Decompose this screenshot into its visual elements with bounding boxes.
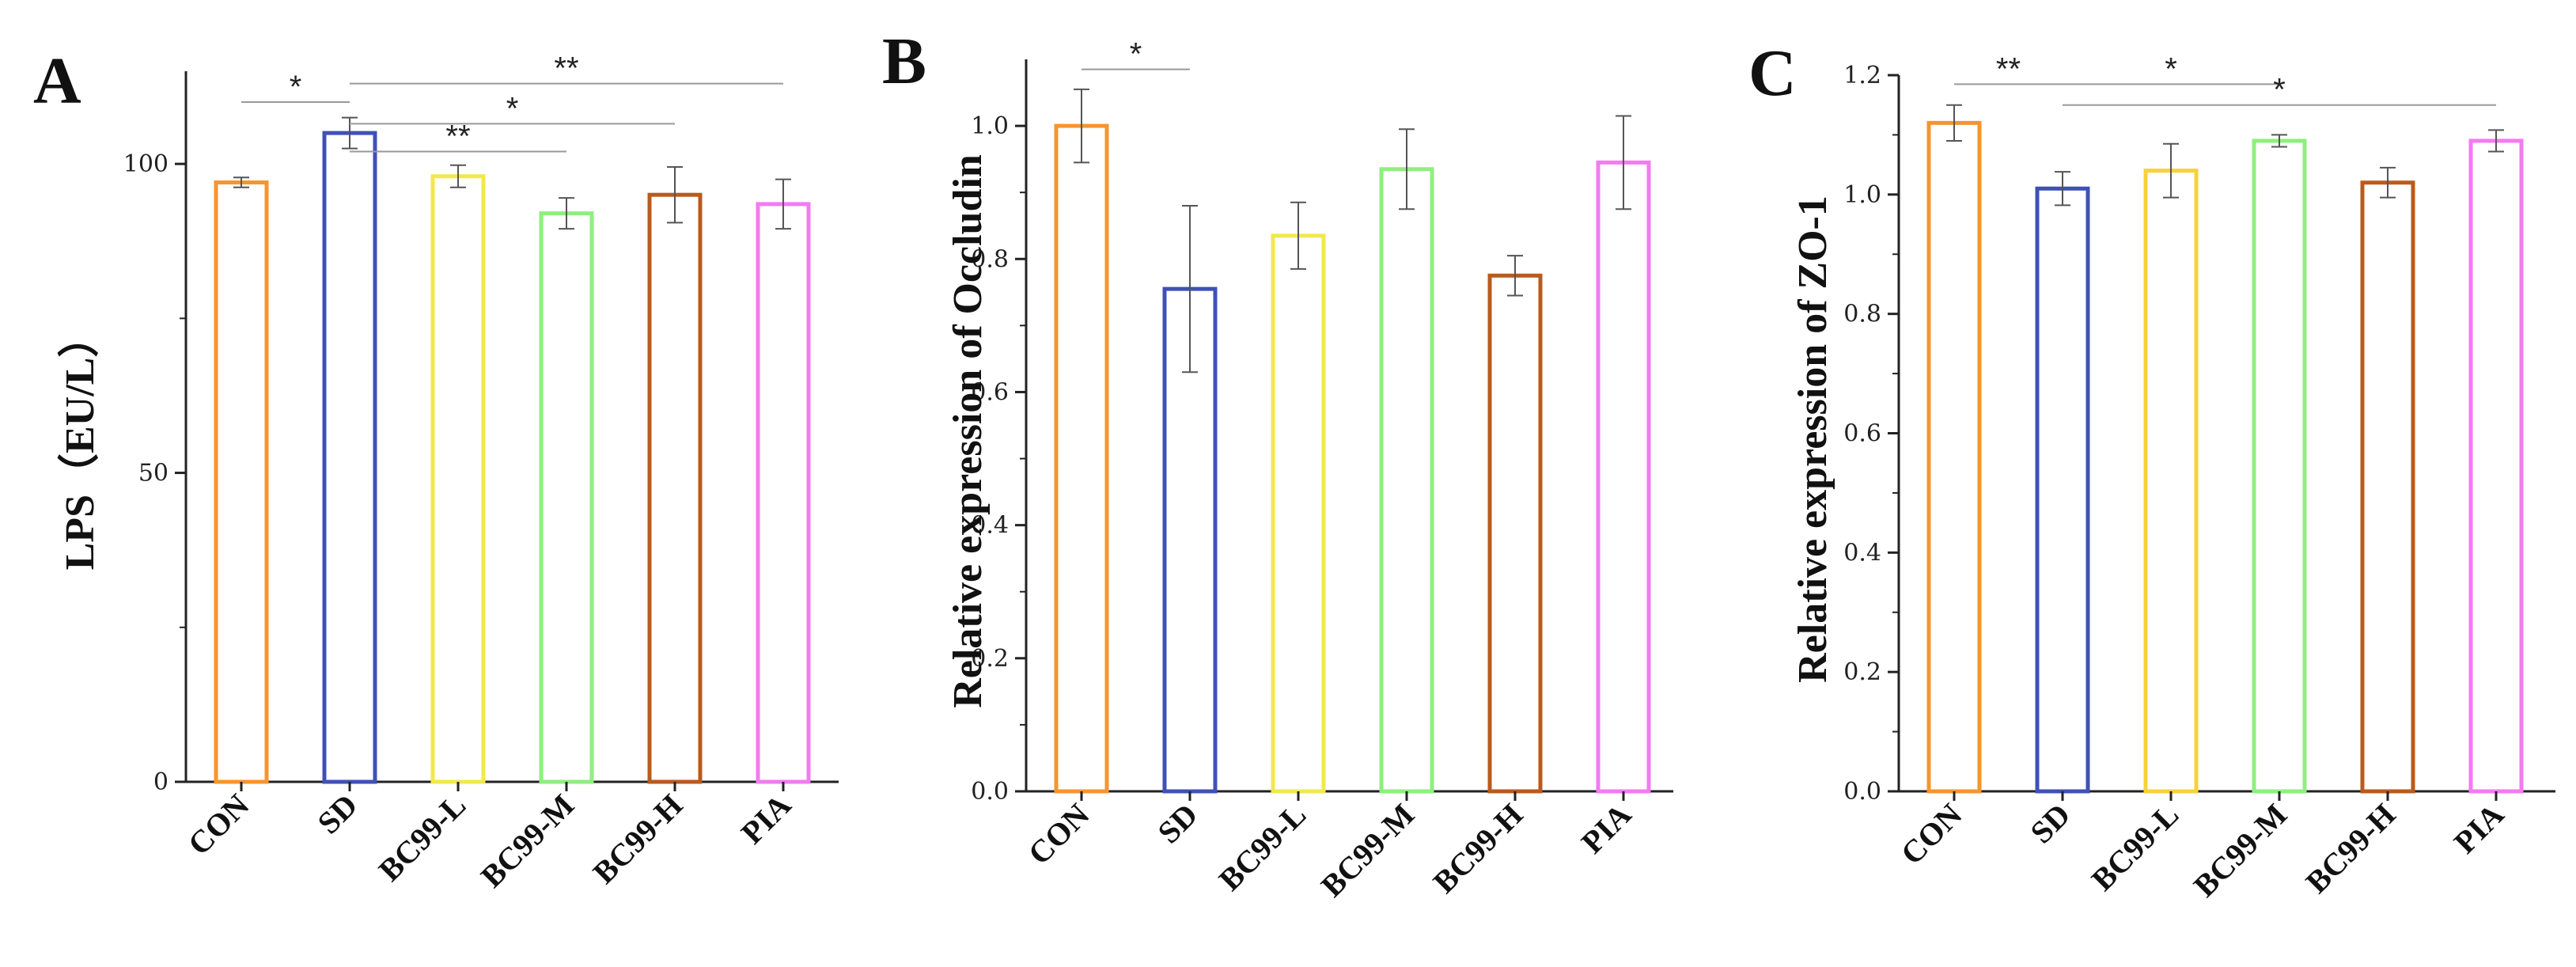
x-tick-label-bc99-m: BC99-M: [474, 787, 581, 895]
bar-pia: [1596, 160, 1651, 794]
significance-label: *: [1130, 37, 1142, 72]
bar-bc99-h: [647, 192, 703, 784]
bar-sd: [322, 131, 377, 784]
x-tick-label-bc99-h: BC99-H: [586, 787, 690, 891]
x-tick-label-bc99-m: BC99-M: [2187, 797, 2294, 904]
y-tick-label: 0.0: [971, 778, 1009, 806]
x-tick-label-sd: SD: [2023, 797, 2077, 851]
significance-label: **: [445, 119, 470, 154]
significance-label: *: [2273, 73, 2286, 108]
y-tick-label: 100: [123, 150, 169, 178]
bar-bc99-l: [430, 174, 486, 784]
y-tick-label: 1.0: [1843, 181, 1881, 209]
bar-bc99-h: [2360, 180, 2415, 794]
significance-label: *: [2165, 51, 2177, 86]
y-tick-label: 0: [153, 768, 169, 796]
bar-bc99-h: [1487, 273, 1543, 794]
x-tick-label-bc99-l: BC99-L: [1212, 797, 1313, 898]
y-tick-label: 0.6: [1843, 420, 1881, 448]
x-tick-label-pia: PIA: [1574, 796, 1638, 860]
y-tick-label: 1.2: [1843, 62, 1881, 89]
y-axis-label: Relative expression of Occludin: [945, 154, 991, 708]
y-tick-label: 0.8: [971, 245, 1009, 273]
y-tick-label: 50: [138, 460, 169, 487]
x-tick-label-sd: SD: [1150, 797, 1204, 851]
y-tick-label: 1.0: [971, 112, 1009, 140]
y-tick-label: 0.2: [1843, 658, 1881, 686]
bar-pia: [2468, 138, 2524, 794]
x-tick-label-pia: PIA: [734, 787, 798, 851]
x-tick-label-pia: PIA: [2447, 796, 2511, 860]
significance-label: *: [290, 70, 302, 104]
bar-bc99-m: [1379, 167, 1434, 794]
significance-label: **: [554, 51, 578, 86]
y-tick-label: 0.2: [971, 645, 1009, 673]
significance-label: *: [506, 91, 519, 126]
y-tick-label: 0.4: [1843, 539, 1881, 567]
x-tick-label-bc99-h: BC99-H: [1426, 797, 1530, 901]
y-tick-label: 0.6: [971, 378, 1009, 406]
x-tick-label-con: CON: [181, 787, 256, 862]
bar-bc99-m: [2252, 138, 2307, 794]
bar-con: [1926, 120, 1982, 794]
bar-sd: [2035, 186, 2090, 794]
y-axis-label: Relative expression of ZO-1: [1790, 195, 1835, 683]
x-tick-label-bc99-h: BC99-H: [2299, 797, 2403, 901]
x-tick-label-con: CON: [1894, 796, 1969, 871]
y-tick-label: 0.0: [1843, 778, 1881, 806]
bar-pia: [756, 202, 811, 784]
x-tick-label-sd: SD: [310, 787, 364, 841]
panel-letter: C: [1748, 36, 1797, 110]
x-tick-label-bc99-l: BC99-L: [2085, 797, 2186, 898]
bar-con: [1054, 123, 1109, 794]
y-tick-label: 0.8: [1843, 301, 1881, 328]
bar-bc99-l: [1271, 233, 1326, 794]
bar-bc99-m: [539, 211, 594, 784]
bar-bc99-l: [2143, 169, 2199, 794]
y-axis-label: LPS（EU/L）: [57, 317, 103, 571]
significance-label: **: [1996, 51, 2021, 86]
x-tick-label-bc99-m: BC99-M: [1314, 797, 1422, 904]
panel-letter: A: [33, 44, 81, 118]
y-tick-label: 0.4: [971, 512, 1009, 540]
bar-con: [214, 180, 269, 784]
x-tick-label-bc99-l: BC99-L: [372, 787, 473, 889]
x-tick-label-con: CON: [1021, 796, 1097, 871]
panel-letter: B: [882, 25, 926, 98]
